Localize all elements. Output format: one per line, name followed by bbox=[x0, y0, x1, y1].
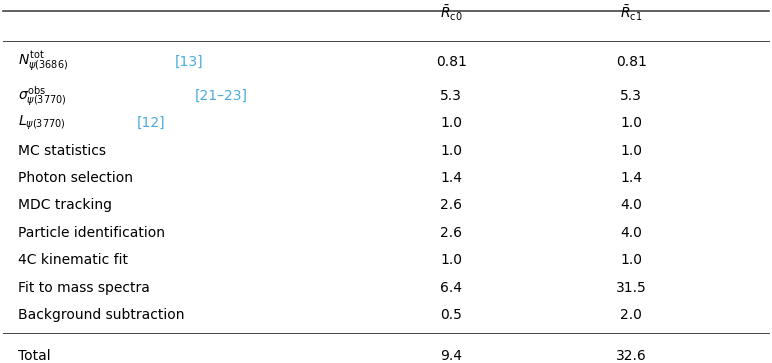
Text: 1.0: 1.0 bbox=[440, 253, 462, 267]
Text: Particle identification: Particle identification bbox=[18, 226, 165, 240]
Text: 4.0: 4.0 bbox=[621, 199, 642, 212]
Text: $L_{\psi(3770)}$: $L_{\psi(3770)}$ bbox=[18, 114, 66, 132]
Text: 1.0: 1.0 bbox=[620, 253, 642, 267]
Text: 6.4: 6.4 bbox=[440, 281, 462, 295]
Text: 0.5: 0.5 bbox=[440, 308, 462, 322]
Text: 9.4: 9.4 bbox=[440, 350, 462, 363]
Text: 1.0: 1.0 bbox=[440, 116, 462, 130]
Text: MDC tracking: MDC tracking bbox=[18, 199, 112, 212]
Text: $N^{\mathrm{tot}}_{\psi(3686)}$: $N^{\mathrm{tot}}_{\psi(3686)}$ bbox=[18, 50, 68, 73]
Text: Fit to mass spectra: Fit to mass spectra bbox=[18, 281, 150, 295]
Text: 2.6: 2.6 bbox=[440, 199, 462, 212]
Text: 1.4: 1.4 bbox=[620, 171, 642, 185]
Text: [13]: [13] bbox=[175, 55, 204, 69]
Text: 1.4: 1.4 bbox=[440, 171, 462, 185]
Text: 31.5: 31.5 bbox=[616, 281, 647, 295]
Text: 1.0: 1.0 bbox=[620, 116, 642, 130]
Text: 0.81: 0.81 bbox=[616, 55, 647, 69]
Text: $\bar{R}_{\mathrm{c1}}$: $\bar{R}_{\mathrm{c1}}$ bbox=[620, 4, 642, 23]
Text: 1.0: 1.0 bbox=[620, 144, 642, 158]
Text: $\sigma^{\mathrm{obs}}_{\psi(3770)}$: $\sigma^{\mathrm{obs}}_{\psi(3770)}$ bbox=[18, 84, 66, 108]
Text: Background subtraction: Background subtraction bbox=[18, 308, 185, 322]
Text: 5.3: 5.3 bbox=[440, 89, 462, 103]
Text: 2.6: 2.6 bbox=[440, 226, 462, 240]
Text: MC statistics: MC statistics bbox=[18, 144, 106, 158]
Text: 2.0: 2.0 bbox=[621, 308, 642, 322]
Text: $\bar{R}_{\mathrm{c0}}$: $\bar{R}_{\mathrm{c0}}$ bbox=[440, 4, 462, 23]
Text: Total: Total bbox=[18, 350, 51, 363]
Text: 1.0: 1.0 bbox=[440, 144, 462, 158]
Text: Photon selection: Photon selection bbox=[18, 171, 133, 185]
Text: 5.3: 5.3 bbox=[621, 89, 642, 103]
Text: 4.0: 4.0 bbox=[621, 226, 642, 240]
Text: [21–23]: [21–23] bbox=[195, 89, 247, 103]
Text: 4C kinematic fit: 4C kinematic fit bbox=[18, 253, 128, 267]
Text: 0.81: 0.81 bbox=[435, 55, 466, 69]
Text: [12]: [12] bbox=[137, 116, 165, 130]
Text: 32.6: 32.6 bbox=[616, 350, 647, 363]
